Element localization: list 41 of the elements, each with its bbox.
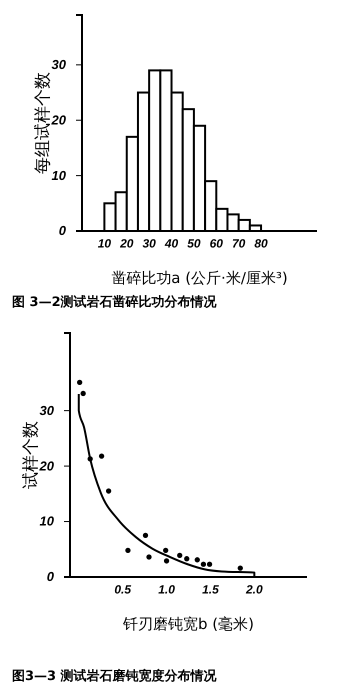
y-tick-label: 30	[40, 402, 55, 418]
x-tick-label: 30	[142, 236, 156, 251]
point	[106, 488, 112, 494]
point	[142, 532, 148, 538]
point	[146, 554, 152, 560]
point	[184, 556, 190, 562]
y-tick-label: 20	[38, 458, 55, 474]
y-tick-label: 20	[50, 112, 67, 128]
point	[125, 548, 131, 554]
point	[98, 453, 104, 459]
x-tick-label: 70	[232, 236, 246, 251]
x-tick-label: 20	[119, 236, 134, 251]
point	[200, 562, 206, 567]
y-tick-label: 10	[40, 514, 55, 529]
y-tick-label: 30	[52, 57, 67, 72]
y-tick-label: 0	[46, 569, 55, 584]
x-tick-label: 60	[210, 236, 224, 251]
point	[238, 565, 243, 571]
x-tick-label: 2.0	[244, 582, 263, 597]
y-tick-label: 10	[52, 168, 67, 183]
point	[206, 562, 212, 567]
point	[80, 390, 86, 396]
x-tick-label: 80	[254, 236, 268, 251]
y-axis-title: 试样个数	[21, 421, 41, 489]
x-tick-label: 1.0	[158, 582, 176, 597]
y-tick-label: 0	[58, 223, 67, 238]
x-axis-title: 凿碎比功a (公斤·米/厘米³)	[111, 269, 288, 287]
x-tick-label: 1.5	[202, 582, 220, 597]
point	[77, 380, 82, 385]
y-axis-title: 每组试样个数	[33, 72, 53, 174]
point	[164, 558, 170, 564]
x-tick-label: 0.5	[114, 582, 132, 597]
point	[177, 552, 182, 558]
x-axis-title: 钎刃磨钝宽b (毫米)	[122, 615, 254, 633]
x-tick-label: 10	[98, 236, 112, 251]
caption: 图 3—2测试岩石凿碎比功分布情况	[12, 294, 218, 310]
x-tick-label: 40	[164, 236, 179, 251]
x-tick-label: 50	[187, 236, 201, 251]
point	[194, 557, 200, 562]
caption: 图3—3 测试岩石磨钝宽度分布情况	[12, 668, 218, 684]
point	[163, 548, 168, 554]
